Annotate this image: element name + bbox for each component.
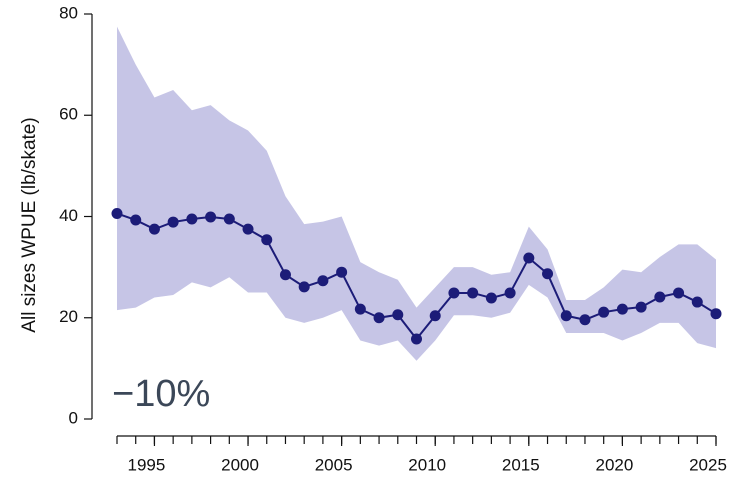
data-point: [616, 303, 628, 315]
data-point: [298, 281, 310, 293]
data-point: [111, 207, 123, 219]
data-point: [654, 291, 666, 303]
data-point: [691, 296, 703, 308]
y-tick-label: 20: [59, 307, 78, 326]
x-tick-label: 1995: [128, 455, 166, 474]
y-tick-label: 0: [69, 408, 78, 427]
data-point: [205, 211, 217, 223]
data-point: [354, 303, 366, 315]
x-tick-label: 2020: [595, 455, 633, 474]
data-point: [710, 308, 722, 320]
data-point: [392, 309, 404, 321]
data-point: [411, 333, 422, 345]
y-axis-label: All sizes WPUE (lb/skate): [19, 117, 40, 332]
data-point: [317, 275, 329, 287]
data-point: [542, 268, 554, 280]
data-point: [635, 301, 647, 313]
data-point: [373, 312, 385, 324]
data-point: [167, 216, 179, 228]
y-tick-label: 60: [59, 105, 78, 124]
x-tick-label: 2000: [221, 455, 259, 474]
data-point: [523, 252, 535, 264]
x-tick-label: 2010: [408, 455, 446, 474]
data-point: [336, 266, 348, 278]
confidence-band: [117, 26, 716, 361]
data-point: [467, 287, 479, 299]
x-tick-label: 2015: [502, 455, 540, 474]
y-tick-label: 80: [59, 3, 78, 22]
data-point: [598, 306, 610, 318]
data-point: [242, 223, 254, 235]
data-point: [448, 287, 460, 299]
data-point: [579, 314, 591, 326]
data-point: [560, 310, 572, 322]
x-tick-label: 2025: [689, 455, 727, 474]
data-point: [504, 287, 516, 299]
data-point: [485, 292, 497, 304]
y-tick-label: 40: [59, 206, 78, 225]
data-point: [148, 223, 160, 235]
data-point: [261, 234, 273, 246]
x-tick-label: 2005: [315, 455, 353, 474]
data-point: [130, 214, 142, 226]
annotation: −10%: [112, 373, 210, 415]
data-point: [223, 213, 235, 225]
data-point: [673, 287, 685, 299]
data-point: [429, 310, 441, 322]
data-point: [279, 269, 291, 281]
data-point: [186, 213, 198, 225]
